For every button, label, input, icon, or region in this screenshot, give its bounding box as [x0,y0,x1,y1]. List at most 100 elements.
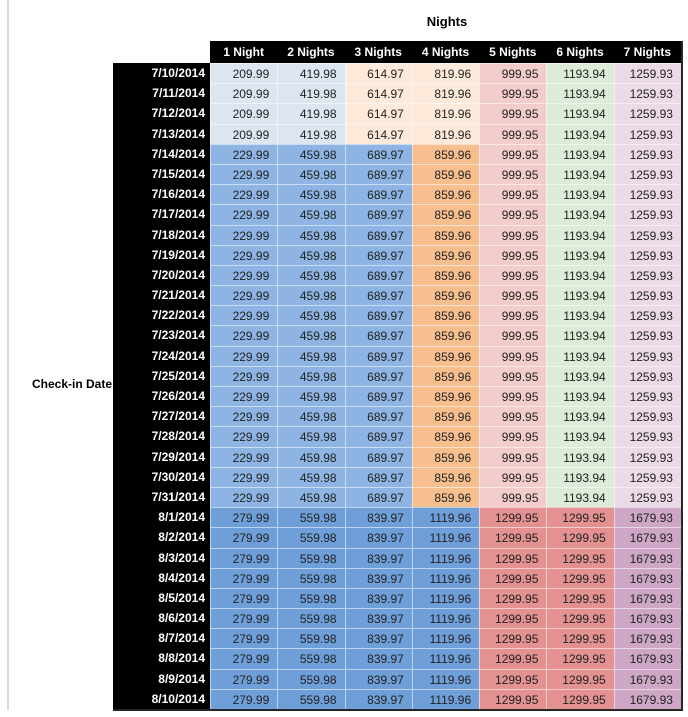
price-cell: 859.96 [411,264,480,286]
price-cell: 999.95 [479,305,547,326]
table-row: 7/29/2014 229.99 459.98 689.97 859.96 99… [113,446,681,467]
table-row: 7/21/2014 229.99 459.98 689.97 859.96 99… [113,285,681,306]
price-cell: 689.97 [344,184,412,205]
price-cell: 1193.94 [546,143,614,164]
date-cell: 7/25/2014 [113,365,210,386]
price-cell: 859.96 [411,163,480,185]
table-row: 8/9/2014 279.99 559.98 839.97 1119.96 12… [113,668,681,689]
price-cell: 859.96 [411,204,480,225]
price-cell: 459.98 [277,285,345,306]
price-cell: 1679.93 [613,688,681,709]
price-cell: 859.96 [411,244,480,265]
date-cell: 7/18/2014 [113,224,210,245]
price-cell: 1299.95 [479,527,547,548]
price-cell: 689.97 [344,305,412,326]
price-cell: 819.96 [411,63,480,84]
column-header-7-nights: 7 Nights [613,41,681,63]
date-cell: 8/5/2014 [113,587,210,609]
table-row: 8/5/2014 279.99 559.98 839.97 1119.96 12… [113,587,681,609]
price-cell: 859.96 [411,406,480,427]
price-cell: 839.97 [344,628,412,649]
price-cell: 1299.95 [546,547,614,568]
price-cell: 999.95 [479,224,547,245]
table-row: 7/11/2014 209.99 419.98 614.97 819.96 99… [113,83,681,104]
price-cell: 689.97 [344,446,412,467]
price-cell: 839.97 [344,507,412,528]
price-cell: 839.97 [344,648,412,669]
price-cell: 1193.94 [546,204,614,225]
column-header-5-nights: 5 Nights [479,41,547,63]
price-cell: 689.97 [344,325,412,346]
price-cell: 1259.93 [613,345,681,366]
price-cell: 689.97 [344,386,412,407]
price-cell: 459.98 [277,466,345,487]
price-cell: 1259.93 [613,264,681,286]
price-cell: 1299.95 [546,648,614,669]
date-cell: 8/2/2014 [113,527,210,548]
price-cell: 1193.94 [546,305,614,326]
price-cell: 859.96 [411,426,480,447]
price-cell: 1193.94 [546,406,614,427]
corner-spacer [113,41,210,63]
date-cell: 7/21/2014 [113,285,210,306]
price-cell: 999.95 [479,386,547,407]
price-cell: 209.99 [210,103,278,124]
price-cell: 1259.93 [613,365,681,386]
price-cell: 459.98 [277,365,345,386]
column-header-4-nights: 4 Nights [411,41,480,63]
table-row: 7/22/2014 229.99 459.98 689.97 859.96 99… [113,305,681,326]
price-cell: 559.98 [277,688,345,709]
nights-axis-title: Nights [426,14,468,29]
price-cell: 859.96 [411,486,480,508]
price-cell: 1193.94 [546,184,614,205]
price-cell: 1679.93 [613,527,681,548]
price-cell: 1299.95 [479,567,547,588]
price-cell: 859.96 [411,285,480,306]
price-cell: 1259.93 [613,305,681,326]
table-row: 7/18/2014 229.99 459.98 689.97 859.96 99… [113,224,681,245]
price-cell: 1299.95 [546,608,614,629]
price-cell: 1679.93 [613,587,681,609]
price-cell: 229.99 [210,285,278,306]
price-cell: 1299.95 [479,628,547,649]
price-cell: 1299.95 [479,547,547,568]
price-cell: 559.98 [277,668,345,689]
price-cell: 229.99 [210,204,278,225]
price-cell: 229.99 [210,325,278,346]
date-cell: 8/6/2014 [113,608,210,629]
price-cell: 839.97 [344,567,412,588]
price-cell: 689.97 [344,466,412,487]
price-cell: 459.98 [277,406,345,427]
price-cell: 1299.95 [546,628,614,649]
price-cell: 999.95 [479,446,547,467]
price-cell: 1119.96 [411,648,480,669]
left-gutter-line [7,0,9,710]
price-cell: 1193.94 [546,466,614,487]
price-cell: 229.99 [210,143,278,164]
price-cell: 459.98 [277,305,345,326]
price-cell: 999.95 [479,285,547,306]
price-cell: 1259.93 [613,204,681,225]
price-cell: 229.99 [210,426,278,447]
price-cell: 999.95 [479,143,547,164]
price-cell: 229.99 [210,163,278,185]
date-cell: 7/30/2014 [113,466,210,487]
table-row: 7/25/2014 229.99 459.98 689.97 859.96 99… [113,365,681,386]
price-cell: 1259.93 [613,143,681,164]
price-cell: 459.98 [277,224,345,245]
price-cell: 279.99 [210,507,278,528]
price-cell: 279.99 [210,527,278,548]
price-cell: 999.95 [479,325,547,346]
table-body: 7/10/2014 209.99 419.98 614.97 819.96 99… [113,63,681,709]
price-cell: 839.97 [344,688,412,709]
table-row: 7/15/2014 229.99 459.98 689.97 859.96 99… [113,163,681,185]
price-cell: 999.95 [479,244,547,265]
price-cell: 1193.94 [546,486,614,508]
price-cell: 459.98 [277,204,345,225]
price-cell: 229.99 [210,486,278,508]
date-cell: 7/27/2014 [113,406,210,427]
date-cell: 8/4/2014 [113,567,210,588]
price-cell: 559.98 [277,628,345,649]
price-cell: 1193.94 [546,426,614,447]
